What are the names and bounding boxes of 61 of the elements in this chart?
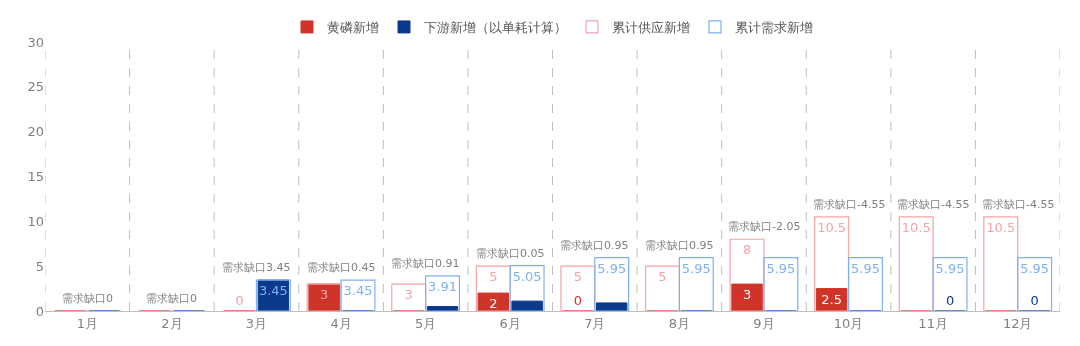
- data-label: 5.95: [766, 260, 796, 276]
- data-label: 10.5: [901, 219, 931, 235]
- data-label: 5.95: [597, 260, 627, 276]
- x-tick-label: 9月: [753, 315, 775, 331]
- x-tick-label: 11月: [918, 315, 948, 331]
- x-tick-label: 2月: [161, 315, 183, 331]
- data-label: 10.5: [986, 219, 1016, 235]
- data-label: 3: [742, 287, 752, 303]
- data-label: 3.45: [343, 283, 373, 299]
- y-tick-label: 20: [27, 124, 44, 140]
- data-label: 3: [319, 287, 329, 303]
- data-label: 2.5: [821, 291, 842, 307]
- annotation: 需求缺口-4.55: [813, 198, 886, 211]
- data-label: 3.91: [428, 278, 458, 294]
- data-label: 5.95: [681, 260, 711, 276]
- annotation: 需求缺口0.45: [307, 261, 376, 274]
- data-label: 8: [742, 242, 752, 258]
- data-label: 10.5: [817, 219, 847, 235]
- data-label: 5.95: [935, 260, 965, 276]
- x-tick-label: 5月: [414, 315, 437, 331]
- legend-label: 累计需求新增: [735, 20, 813, 36]
- x-tick-label: 10月: [833, 315, 864, 331]
- annotation: 需求缺口0.05: [476, 247, 545, 260]
- x-tick-label: 1月: [76, 315, 98, 331]
- annotation: 需求缺口0: [62, 292, 113, 305]
- data-label: 5.05: [512, 268, 542, 284]
- data-label: 0: [1030, 293, 1039, 308]
- data-label: 5.95: [1020, 260, 1050, 276]
- legend-label: 黄磷新增: [327, 20, 379, 36]
- legend-label: 累计供应新增: [612, 20, 690, 36]
- data-label: 5: [658, 269, 667, 285]
- annotation: 需求缺口0.95: [645, 239, 714, 252]
- x-tick-label: 7月: [584, 315, 606, 331]
- annotation: 需求缺口0.95: [560, 239, 629, 252]
- data-label: 5.95: [850, 260, 880, 276]
- annotation: 需求缺口-4.55: [982, 198, 1055, 211]
- data-label: 5: [489, 269, 498, 285]
- annotation: 需求缺口-2.05: [728, 220, 801, 233]
- x-tick-label: 12月: [1002, 315, 1033, 331]
- x-tick-label: 8月: [668, 315, 691, 331]
- data-label: 5: [573, 269, 583, 285]
- x-tick-label: 6月: [499, 315, 521, 331]
- y-tick-label: 10: [27, 213, 44, 229]
- y-tick-label: 30: [27, 34, 44, 50]
- data-label: 3.45: [258, 283, 288, 299]
- y-tick-label: 5: [35, 258, 44, 274]
- annotation: 需求缺口-4.55: [897, 198, 970, 211]
- x-tick-label: 4月: [330, 315, 352, 331]
- x-tick-label: 3月: [245, 315, 268, 331]
- data-label: 3: [404, 287, 413, 303]
- y-tick-label: 0: [35, 303, 44, 319]
- annotation: 需求缺口3.45: [222, 261, 291, 274]
- data-label: 0: [235, 293, 244, 308]
- annotation: 需求缺口0.91: [391, 257, 460, 270]
- data-label: 0: [945, 293, 955, 308]
- y-tick-label: 25: [27, 79, 44, 95]
- annotation: 需求缺口0: [146, 292, 197, 305]
- data-label: 2: [489, 296, 498, 312]
- data-label: 0: [573, 293, 583, 308]
- legend-label: 下游新增（以单耗计算）: [424, 20, 567, 36]
- y-tick-label: 15: [27, 169, 44, 185]
